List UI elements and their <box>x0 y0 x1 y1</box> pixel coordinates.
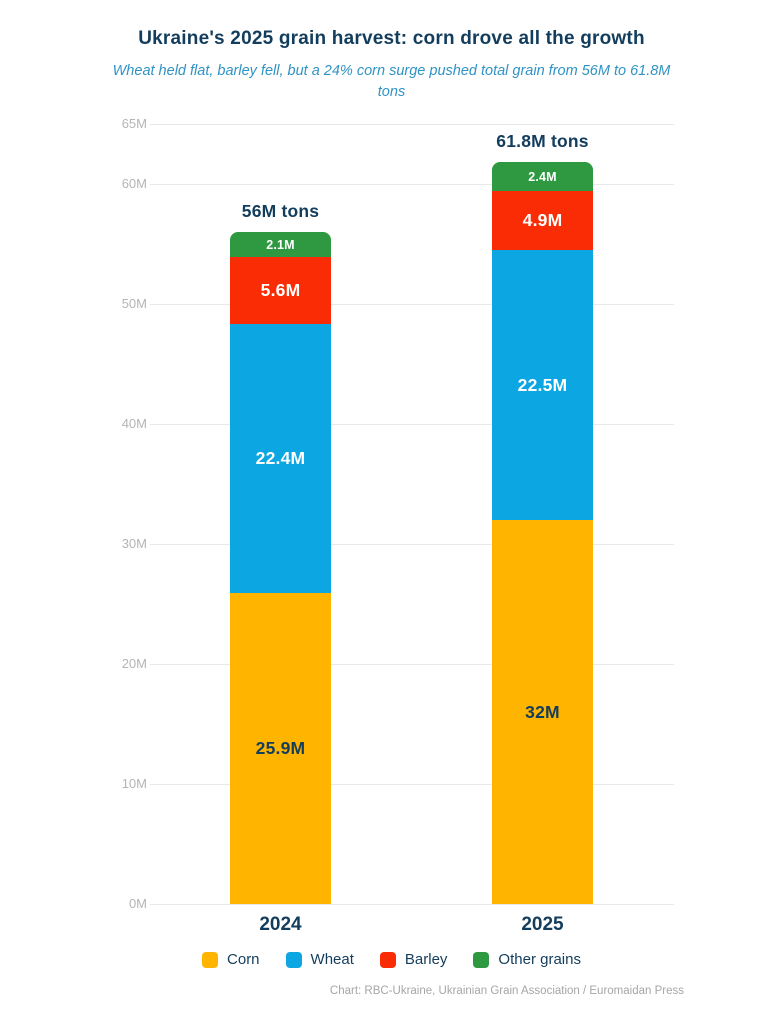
legend-item-corn[interactable]: Corn <box>202 951 260 968</box>
segment-value-label: 5.6M <box>260 280 301 301</box>
segment-value-label: 32M <box>525 701 560 722</box>
legend-swatch-icon <box>379 951 396 968</box>
bar-segment-barley-2025: 4.9M <box>492 191 593 250</box>
gridline <box>150 544 674 545</box>
gridline <box>150 424 674 425</box>
x-axis-category-label: 2025 <box>521 914 564 935</box>
bar-segment-barley-2024: 5.6M <box>230 257 331 325</box>
y-axis-tick-label: 20M <box>121 656 147 671</box>
legend-item-label: Barley <box>404 951 448 968</box>
segment-value-label: 25.9M <box>255 738 306 759</box>
y-axis-tick-label: 50M <box>121 296 147 311</box>
bar-segment-wheat-2024: 22.4M <box>230 324 331 594</box>
segment-value-label: 2.4M <box>528 169 557 184</box>
y-axis-tick-label: 40M <box>121 416 147 431</box>
legend: Corn Wheat Barley Other grains <box>0 951 783 968</box>
bar-segment-other-grains-2024: 2.1M <box>230 232 331 258</box>
gridline <box>150 304 674 305</box>
segment-value-label: 2.1M <box>266 237 295 252</box>
y-axis-tick-label: 10M <box>121 776 147 791</box>
legend-swatch-icon <box>202 951 219 968</box>
bar-segment-corn-2025: 32M <box>492 520 593 904</box>
bar-segment-other-grains-2025: 2.4M <box>492 162 593 192</box>
legend-item-label: Corn <box>227 951 260 968</box>
legend-item-label: Other grains <box>498 951 581 968</box>
gridline <box>150 184 674 185</box>
segment-value-label: 4.9M <box>522 210 563 231</box>
legend-item-barley[interactable]: Barley <box>379 951 448 968</box>
legend-swatch-icon <box>473 951 490 968</box>
y-axis-tick-label: 60M <box>121 176 147 191</box>
chart-subtitle: Wheat held flat, barley fell, but a 24% … <box>112 63 671 100</box>
legend-item-other-grains[interactable]: Other grains <box>473 951 581 968</box>
y-axis-tick-label: 65M <box>121 116 147 131</box>
legend-item-label: Wheat <box>310 951 354 968</box>
gridline <box>150 904 674 905</box>
bar-segment-corn-2024: 25.9M <box>230 593 331 904</box>
y-axis-tick-label: 0M <box>128 896 147 911</box>
segment-value-label: 22.4M <box>255 448 306 469</box>
gridline <box>150 124 674 125</box>
gridline <box>150 784 674 785</box>
bar-total-label: 56M tons <box>241 201 320 221</box>
legend-swatch-icon <box>285 951 302 968</box>
chart-credit: Chart: RBC-Ukraine, Ukrainian Grain Asso… <box>329 985 684 997</box>
segment-value-label: 22.5M <box>517 374 568 395</box>
gridline <box>150 664 674 665</box>
legend-item-wheat[interactable]: Wheat <box>285 951 354 968</box>
chart-title: Ukraine's 2025 grain harvest: corn drove… <box>138 28 645 49</box>
y-axis-tick-label: 30M <box>121 536 147 551</box>
x-axis-category-label: 2024 <box>259 914 302 935</box>
bar-total-label: 61.8M tons <box>496 131 589 152</box>
bar-segment-wheat-2025: 22.5M <box>492 250 593 520</box>
